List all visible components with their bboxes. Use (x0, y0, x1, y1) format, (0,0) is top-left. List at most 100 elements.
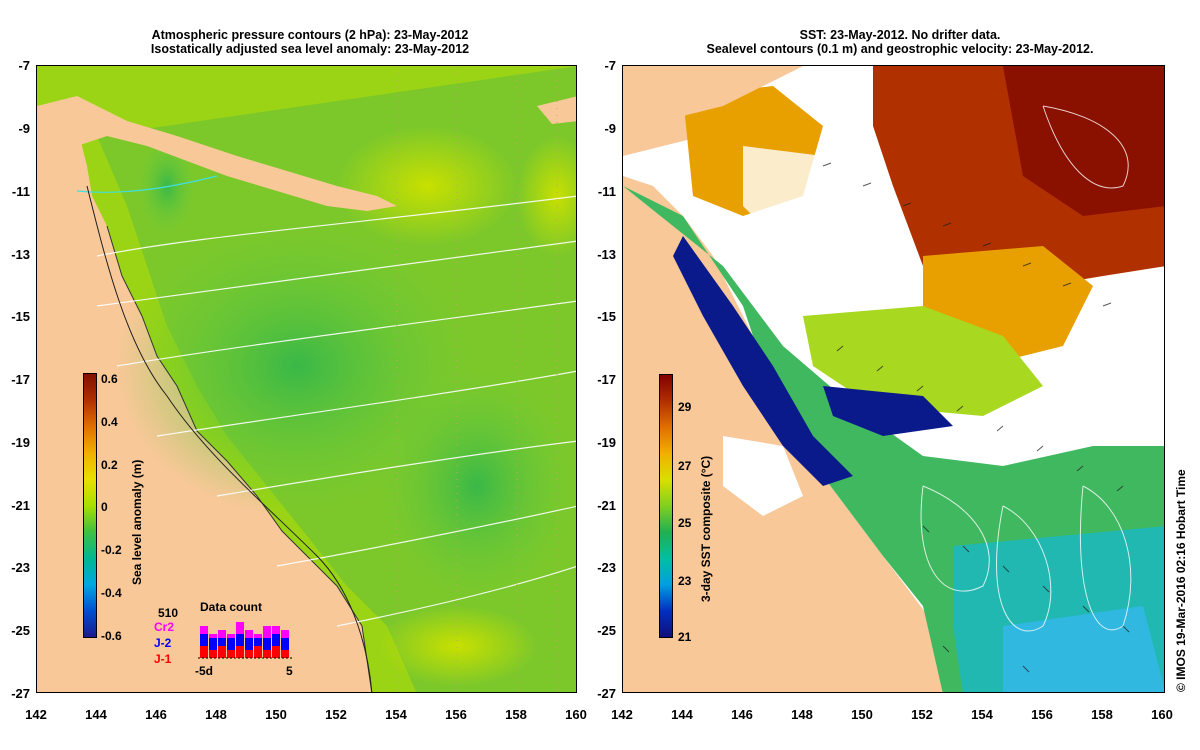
sst-map-svg (623, 66, 1164, 692)
lat-tick-left: -11 (11, 184, 30, 199)
lat-tick-left: -25 (11, 623, 30, 638)
lon-tick-left: 150 (265, 707, 287, 722)
lat-tick-right: -13 (597, 247, 616, 262)
sea-level-colorbar-label: Sea level anomaly (m) (130, 459, 144, 585)
data-count-bar (281, 650, 289, 658)
lon-tick-right: 150 (851, 707, 873, 722)
data-count-bar (254, 634, 262, 638)
legend-j1: J-1 (154, 652, 172, 666)
lon-tick-left: 158 (505, 707, 527, 722)
sst-colorbar (659, 374, 673, 638)
right-title-line1: SST: 23-May-2012. No drifter data. (799, 28, 1001, 42)
sea-level-colorbar-tick: -0.4 (101, 586, 122, 600)
lat-tick-right: -9 (604, 121, 616, 136)
sea-level-colorbar-tick: -0.2 (101, 543, 122, 557)
lat-tick-left: -17 (11, 372, 30, 387)
legend-cr2: Cr2 (154, 620, 175, 634)
lat-tick-left: -15 (11, 309, 30, 324)
lon-tick-left: 160 (565, 707, 587, 722)
lon-tick-right: 158 (1091, 707, 1113, 722)
lat-tick-left: -21 (11, 498, 30, 513)
sea-level-colorbar-tick: 0.2 (101, 458, 118, 472)
data-count-bar (200, 634, 208, 646)
lon-tick-left: 142 (25, 707, 47, 722)
lon-tick-left: 154 (385, 707, 407, 722)
data-count-bar (254, 638, 262, 646)
sea-level-colorbar-tick: -0.6 (101, 629, 122, 643)
sea-level-colorbar (83, 373, 97, 638)
data-count-bar (209, 634, 217, 638)
lon-tick-left: 148 (205, 707, 227, 722)
legend-j2: J-2 (154, 636, 172, 650)
lon-tick-left: 156 (445, 707, 467, 722)
data-count-axis-end: 5 (286, 664, 293, 678)
lon-tick-left: 146 (145, 707, 167, 722)
sst-map (622, 65, 1165, 693)
data-count-bar (254, 646, 262, 658)
lat-tick-right: -21 (597, 498, 616, 513)
data-count-bar (218, 630, 226, 638)
data-count-bar (200, 626, 208, 634)
lat-tick-left: -7 (18, 58, 30, 73)
sea-level-colorbar-tick: 0 (101, 500, 108, 514)
data-count-bar (218, 646, 226, 658)
right-title-line2: Sealevel contours (0.1 m) and geostrophi… (706, 42, 1094, 56)
data-count-bar (227, 634, 235, 638)
lat-tick-left: -23 (11, 560, 30, 575)
data-count-histogram (198, 622, 293, 659)
left-title-line1: Atmospheric pressure contours (2 hPa): 2… (151, 28, 469, 42)
lat-tick-right: -25 (597, 623, 616, 638)
sst-colorbar-tick: 23 (678, 574, 692, 588)
sst-colorbar-tick: 29 (678, 400, 692, 414)
lat-tick-left: -27 (11, 686, 30, 701)
data-count-title: Data count (200, 600, 263, 614)
lat-tick-left: -13 (11, 247, 30, 262)
sst-colorbar-tick: 21 (678, 630, 692, 644)
left-title-line2: Isostatically adjusted sea level anomaly… (150, 42, 470, 56)
data-count-bar (245, 638, 253, 650)
data-count-bar (272, 634, 280, 646)
lat-tick-right: -17 (597, 372, 616, 387)
data-count-bar (263, 626, 271, 638)
data-count-bar (236, 646, 244, 658)
lon-tick-right: 154 (971, 707, 993, 722)
lat-tick-left: -19 (11, 435, 30, 450)
lat-tick-right: -23 (597, 560, 616, 575)
lon-tick-left: 144 (85, 707, 107, 722)
data-count-bar (245, 630, 253, 638)
data-count-axis-start: -5d (195, 664, 213, 678)
data-count-bar (236, 622, 244, 634)
lat-tick-right: -7 (604, 58, 616, 73)
data-count-bar (218, 638, 226, 646)
lat-tick-right: -19 (597, 435, 616, 450)
data-count-bar (236, 634, 244, 646)
lat-tick-left: -9 (18, 121, 30, 136)
sea-level-colorbar-tick: 0.6 (101, 372, 118, 386)
data-count-bar (227, 650, 235, 658)
imos-credit: © IMOS 19-Mar-2016 02:16 Hobart Time (1174, 469, 1188, 692)
data-count-bar (281, 630, 289, 638)
data-count-bar (272, 646, 280, 658)
data-count-bar (281, 638, 289, 650)
sea-level-colorbar-tick: 0.4 (101, 415, 118, 429)
data-count-bar (245, 650, 253, 658)
sea-level-map-svg (37, 66, 576, 692)
lon-tick-right: 142 (611, 707, 633, 722)
lat-tick-right: -27 (597, 686, 616, 701)
sst-colorbar-tick: 25 (678, 516, 692, 530)
lon-tick-right: 148 (791, 707, 813, 722)
data-count-bar (209, 650, 217, 658)
lat-tick-right: -11 (597, 184, 616, 199)
data-count-bar (272, 626, 280, 634)
sst-colorbar-tick: 27 (678, 459, 692, 473)
data-count-bar (263, 638, 271, 650)
lon-tick-right: 146 (731, 707, 753, 722)
data-count-bar (200, 646, 208, 658)
lon-tick-right: 156 (1031, 707, 1053, 722)
data-count-total: 510 (158, 606, 179, 620)
data-count-bar (263, 650, 271, 658)
sea-level-map (36, 65, 577, 693)
lat-tick-right: -15 (597, 309, 616, 324)
lon-tick-right: 160 (1151, 707, 1173, 722)
sst-colorbar-label: 3-day SST composite (°C) (699, 455, 713, 602)
